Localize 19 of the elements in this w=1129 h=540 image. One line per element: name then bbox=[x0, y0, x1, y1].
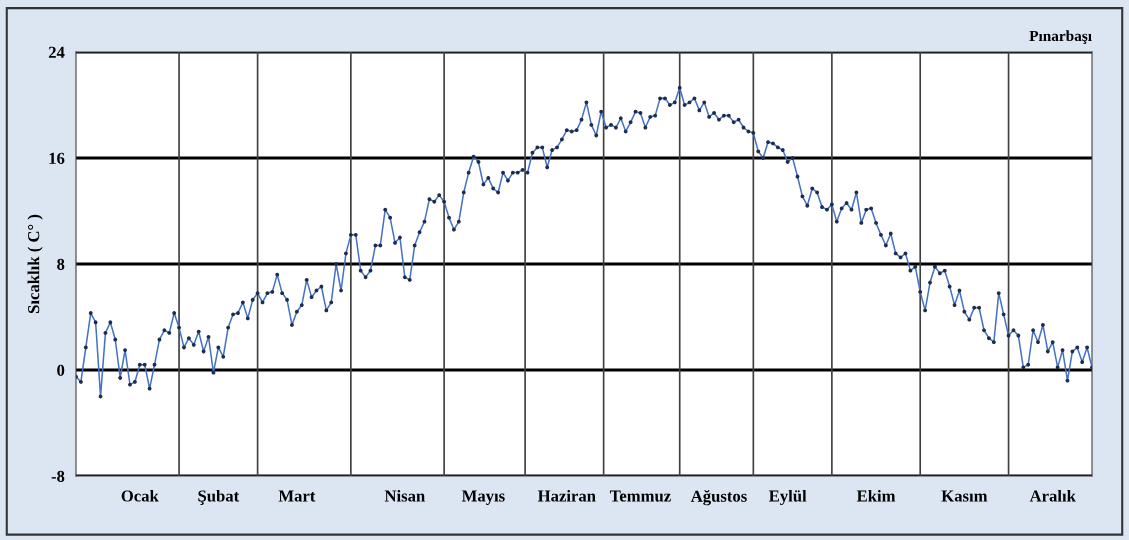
x-tick-label: Temmuz bbox=[609, 490, 671, 502]
x-tick-label: Mayıs bbox=[461, 490, 505, 505]
y-axis-title: Sıcaklık ( C° ) bbox=[27, 214, 43, 313]
x-tick-label: Mart bbox=[278, 490, 316, 502]
y-tick-label: 16 bbox=[49, 152, 65, 164]
y-tick-label: 0 bbox=[57, 364, 65, 376]
x-tick-label: Ağustos bbox=[690, 489, 747, 506]
x-tick-label: Aralık bbox=[1029, 489, 1076, 502]
x-tick-label: Ekim bbox=[856, 489, 896, 502]
x-tick-label: Şubat bbox=[198, 489, 240, 505]
x-tick-label: Kasım bbox=[941, 490, 988, 502]
x-tick-label: Haziran bbox=[537, 489, 596, 502]
chart-title: Pınarbaşı bbox=[1029, 30, 1092, 45]
y-tick-label: 8 bbox=[57, 258, 65, 270]
y-tick-label: 24 bbox=[48, 46, 65, 58]
x-tick-label: Ocak bbox=[121, 489, 159, 502]
x-tick-label: Nisan bbox=[384, 489, 425, 502]
y-tick-label: -8 bbox=[51, 470, 65, 482]
x-tick-label: Eylül bbox=[768, 489, 807, 506]
